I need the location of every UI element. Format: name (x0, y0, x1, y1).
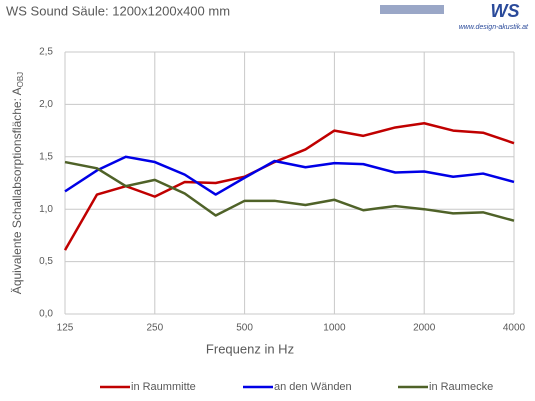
series-line (64, 155, 515, 196)
y-tick-label: 2,0 (39, 99, 53, 110)
x-tick-label: 4000 (503, 323, 526, 334)
y-tick-label: 2,5 (39, 47, 53, 58)
x-tick-label: 2000 (413, 323, 436, 334)
y-tick-label: 1,5 (39, 151, 53, 162)
logo-mark: WS (491, 1, 520, 21)
series-line (63, 122, 515, 251)
x-axis-label: Frequenz in Hz (206, 341, 294, 356)
y-axis-label: Äquivalente Schallabsorptionsfläche: AOB… (10, 72, 25, 294)
y-tick-label: 0,0 (39, 309, 53, 320)
legend-label: in Raumecke (429, 381, 493, 393)
y-axis-label-sub: OBJ (16, 72, 25, 88)
y-axis-label-main: Äquivalente Schallabsorptionsfläche: A (10, 87, 24, 294)
logo: WS www.design-akustik.at (380, 1, 529, 31)
legend-label: in Raummitte (131, 381, 196, 393)
x-tick-label: 125 (57, 323, 74, 334)
x-tick-label: 500 (236, 323, 253, 334)
chart-title: WS Sound Säule: 1200x1200x400 mm (6, 3, 230, 18)
x-tick-label: 250 (146, 323, 163, 334)
logo-url: www.design-akustik.at (459, 24, 529, 31)
y-tick-label: 1,0 (39, 204, 53, 215)
x-tick-label: 1000 (323, 323, 346, 334)
legend-label: an den Wänden (274, 381, 352, 393)
series-line (64, 160, 515, 222)
y-tick-label: 0,5 (39, 256, 53, 267)
logo-bar (380, 5, 444, 14)
